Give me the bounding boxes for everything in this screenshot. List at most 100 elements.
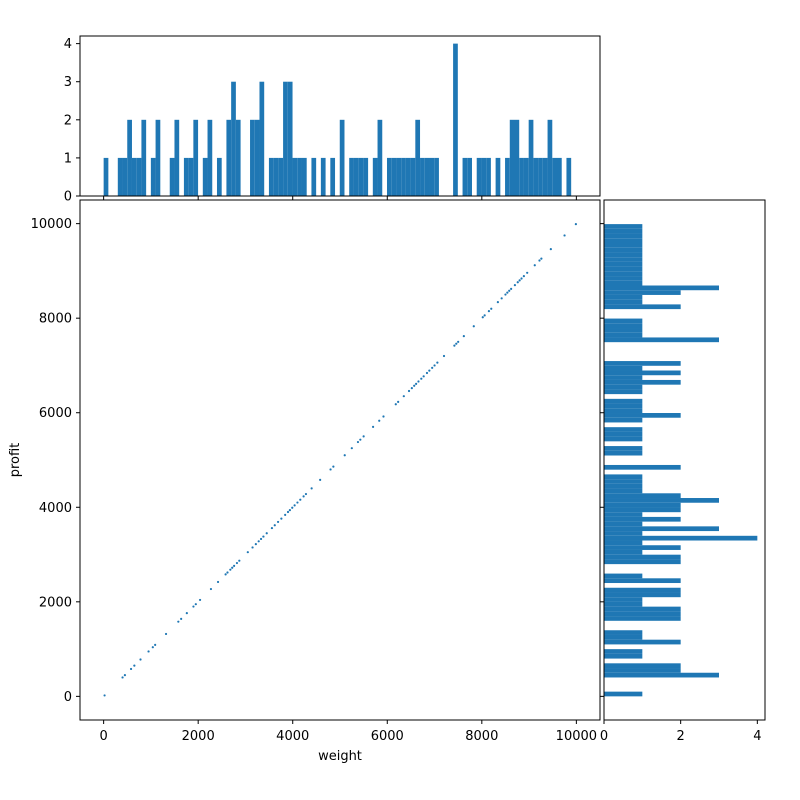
scatter-point [533, 264, 536, 267]
right-histogram-bar [604, 403, 643, 409]
scatter-point [273, 524, 276, 527]
scatter-point [329, 468, 332, 471]
top-y-tick-label: 0 [64, 190, 72, 205]
right-histogram-bar [604, 294, 643, 300]
top-histogram-bar [363, 157, 369, 196]
scatter-x-ticks: 0 2000 4000 6000 8000 10000 [99, 720, 597, 744]
scatter-point [139, 658, 142, 661]
scatter-point [343, 454, 346, 457]
top-histogram-bar [202, 157, 208, 196]
scatter-point [420, 377, 423, 380]
right-histogram-bar [604, 408, 643, 414]
top-histogram-bar [216, 157, 222, 196]
right-histogram-bar [604, 361, 681, 366]
top-histogram-bar [523, 157, 529, 196]
scatter-point [238, 559, 241, 562]
scatter-point [288, 509, 291, 512]
x-tick-label: 0 [99, 729, 107, 744]
right-histogram-bar [604, 531, 643, 536]
top-histogram-bar [273, 157, 279, 196]
top-histogram-bar [519, 157, 524, 196]
x-tick-label: 4000 [276, 729, 309, 744]
top-y-tick-label: 4 [64, 37, 72, 52]
scatter-point [233, 564, 236, 567]
scatter-point [500, 297, 503, 300]
top-histogram-bar [250, 119, 255, 196]
y-tick-label: 2000 [39, 595, 72, 610]
scatter-point [496, 301, 499, 304]
right-histogram-bar [604, 228, 643, 234]
right-histogram-bar [604, 474, 643, 480]
top-histogram-bar [415, 119, 421, 196]
top-histogram-bar [278, 157, 284, 196]
right-histogram-bar [604, 247, 643, 253]
right-histogram-bar [604, 332, 643, 338]
right-histogram-bar [604, 578, 681, 584]
scatter-point [133, 664, 136, 667]
scatter-point [286, 510, 290, 514]
top-histogram-bar [391, 157, 397, 196]
scatter-point [428, 369, 431, 372]
scatter-point [522, 275, 525, 278]
right-histogram-bar [604, 323, 643, 328]
right-histogram-bar [604, 318, 643, 324]
top-histogram-bar [207, 119, 213, 196]
scatter-point [262, 535, 265, 538]
right-histogram-bar [604, 606, 681, 612]
scatter-point [310, 487, 313, 490]
top-histogram-bar [283, 81, 288, 196]
right-histogram-bar [604, 507, 681, 513]
scatter-point [510, 287, 513, 290]
scatter-point [103, 694, 106, 697]
top-histogram-bar [311, 157, 317, 196]
top-histogram-bars [103, 43, 572, 197]
x-tick-label: 8000 [465, 729, 498, 744]
scatter-point [371, 425, 375, 429]
scatter-point [504, 293, 507, 296]
scatter-point [549, 248, 552, 251]
top-histogram-bar [509, 119, 515, 196]
right-histogram-bar [604, 427, 643, 432]
scatter-point [410, 387, 413, 390]
scatter-point [431, 366, 434, 369]
right-histogram-bar [604, 224, 643, 229]
scatter-point [382, 415, 385, 418]
right-histogram-bar [604, 639, 681, 645]
top-histogram-bar [420, 157, 425, 196]
right-histogram-bar [604, 413, 681, 418]
right-histogram-bar [604, 266, 643, 272]
top-histogram-bar [429, 157, 435, 196]
top-histogram-bar [476, 157, 482, 196]
right-histogram-bar [604, 243, 643, 248]
scatter-point [413, 384, 416, 387]
top-histogram-bar [514, 119, 520, 196]
top-histogram-bar [150, 157, 156, 196]
scatter-point [257, 540, 260, 543]
right-histogram-bar [604, 304, 681, 310]
right-histogram-bar [604, 601, 643, 607]
top-histogram-bar [103, 157, 109, 196]
right-histogram-bar [604, 384, 643, 390]
scatter-point [513, 283, 517, 287]
top-histogram-bar [131, 157, 137, 196]
top-histogram-bar [453, 43, 458, 197]
right-histogram-bar [604, 290, 681, 295]
scatter-point [194, 603, 197, 606]
right-histogram-bar [604, 630, 643, 635]
scatter-point [362, 435, 365, 438]
right-histogram-bar [604, 512, 643, 517]
top-histogram-bar [183, 157, 189, 196]
right-histogram-bar [604, 276, 643, 281]
right-histogram-bar [604, 431, 643, 437]
scatter-point [284, 513, 287, 516]
right-histogram-bar [604, 479, 643, 484]
top-histogram-bar [505, 157, 510, 196]
scatter-point [229, 568, 232, 571]
scatter-point [538, 259, 541, 262]
right-histogram-bar [604, 526, 719, 532]
scatter-point [526, 271, 529, 274]
scatter-point [154, 643, 157, 646]
right-histogram-bar [604, 493, 681, 499]
